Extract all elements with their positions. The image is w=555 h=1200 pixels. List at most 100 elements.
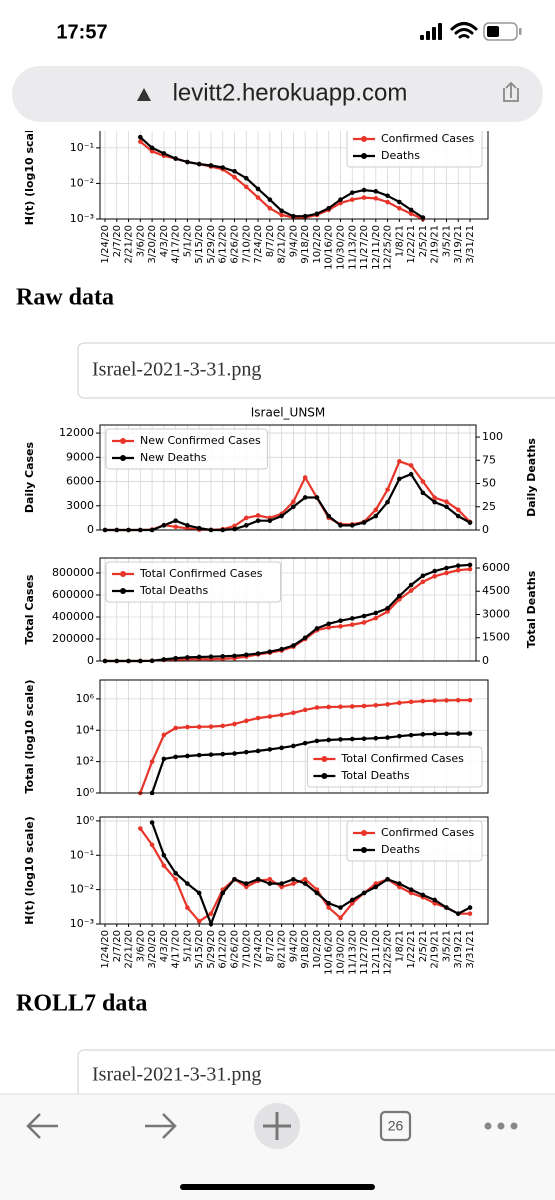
data-point <box>208 724 214 729</box>
data-point <box>138 139 143 144</box>
x-tick-label: 5/29/20 <box>206 225 217 264</box>
y-tick-label: 10⁶ <box>76 692 95 705</box>
data-point <box>196 161 202 167</box>
y-tick-label: 10² <box>76 755 94 768</box>
file-select[interactable] <box>77 342 555 399</box>
x-tick-label: 8/21/20 <box>277 225 288 264</box>
data-point <box>232 526 237 532</box>
data-point <box>455 563 461 568</box>
y-tick-label: 3000 <box>66 499 94 512</box>
data-point <box>208 911 214 916</box>
data-point <box>208 654 214 659</box>
y-tick-label: 10⁰ <box>76 814 95 827</box>
data-point <box>255 195 261 200</box>
y-tick-label: 10⁻² <box>70 176 94 189</box>
file-name: Israel-2021-3-31.png <box>92 1064 261 1086</box>
data-point <box>397 884 402 890</box>
data-point <box>279 881 284 886</box>
file-name: Israel-2021-3-31.png <box>92 359 261 381</box>
data-point <box>314 738 320 744</box>
data-point <box>361 736 367 741</box>
more-button[interactable] <box>484 1122 518 1130</box>
data-point <box>432 573 437 579</box>
back-button[interactable] <box>26 1113 58 1139</box>
data-point <box>232 721 237 727</box>
data-point <box>361 195 367 200</box>
data-point <box>385 605 390 611</box>
data-point <box>232 653 237 659</box>
legend-marker <box>361 136 367 142</box>
data-point <box>267 649 273 654</box>
series-line <box>151 822 471 926</box>
data-point <box>432 568 437 574</box>
data-point <box>338 618 343 623</box>
data-point <box>432 901 437 906</box>
data-point <box>255 876 261 882</box>
data-point <box>373 615 379 621</box>
data-point <box>173 754 178 760</box>
share-icon[interactable] <box>503 81 519 102</box>
x-tick-label: 2/19/21 <box>430 225 441 264</box>
data-point <box>444 698 449 703</box>
y-tick-label: 10⁴ <box>76 723 95 736</box>
x-tick-label: 3/5/21 <box>441 225 452 257</box>
tabs-count: 26 <box>388 1118 404 1134</box>
y2-axis-label: Daily Deaths <box>525 438 538 517</box>
data-point <box>291 876 296 882</box>
data-point <box>373 703 379 708</box>
x-tick-label: 5/1/20 <box>182 930 193 962</box>
x-tick-label: 12/11/20 <box>371 930 382 975</box>
data-point <box>338 624 343 629</box>
data-point <box>314 626 320 631</box>
data-point <box>255 186 261 192</box>
legend-label: Deaths <box>381 843 420 856</box>
tabs-button[interactable] <box>379 1110 412 1142</box>
x-tick-label: 4/3/20 <box>159 930 170 962</box>
x-tick-label: 4/17/20 <box>171 225 182 264</box>
data-point <box>455 731 461 736</box>
data-point <box>185 523 190 528</box>
data-point <box>349 616 355 621</box>
data-point <box>302 213 308 219</box>
x-tick-label: 9/4/20 <box>288 930 299 962</box>
data-point <box>373 189 379 194</box>
forward-button[interactable] <box>145 1113 177 1139</box>
data-point <box>279 513 284 519</box>
data-point <box>267 714 273 719</box>
data-point <box>173 156 178 161</box>
y2-tick-label: 25 <box>482 500 496 513</box>
x-tick-label: 11/27/20 <box>359 930 370 975</box>
x-tick-label: 7/10/20 <box>241 225 252 264</box>
data-point <box>267 747 273 752</box>
data-point <box>220 890 226 896</box>
data-point <box>408 463 414 468</box>
x-tick-label: 6/26/20 <box>230 225 241 264</box>
data-point <box>138 826 143 831</box>
data-point <box>349 704 355 709</box>
data-point <box>408 890 414 896</box>
x-tick-label: 6/12/20 <box>218 930 229 969</box>
data-point <box>243 749 249 755</box>
legend-box <box>105 561 282 603</box>
url-bar[interactable] <box>12 66 543 122</box>
x-tick-label: 5/29/20 <box>206 930 217 969</box>
data-point <box>373 610 379 616</box>
data-point <box>255 715 261 721</box>
data-point <box>173 524 178 530</box>
data-point <box>196 752 202 758</box>
x-tick-label: 10/30/20 <box>335 225 346 270</box>
data-point <box>138 134 143 140</box>
data-point <box>314 890 320 896</box>
x-tick-label: 9/18/20 <box>300 930 311 969</box>
legend-marker <box>120 571 126 577</box>
data-point <box>385 193 390 199</box>
x-tick-label: 12/11/20 <box>371 225 382 270</box>
data-point <box>232 174 237 180</box>
data-point <box>385 499 390 505</box>
browser-toolbar: 26 <box>0 1093 555 1200</box>
data-point <box>302 881 308 886</box>
data-point <box>432 698 437 703</box>
legend-label: Total Confirmed Cases <box>139 567 263 580</box>
x-tick-label: 12/25/20 <box>383 225 394 270</box>
